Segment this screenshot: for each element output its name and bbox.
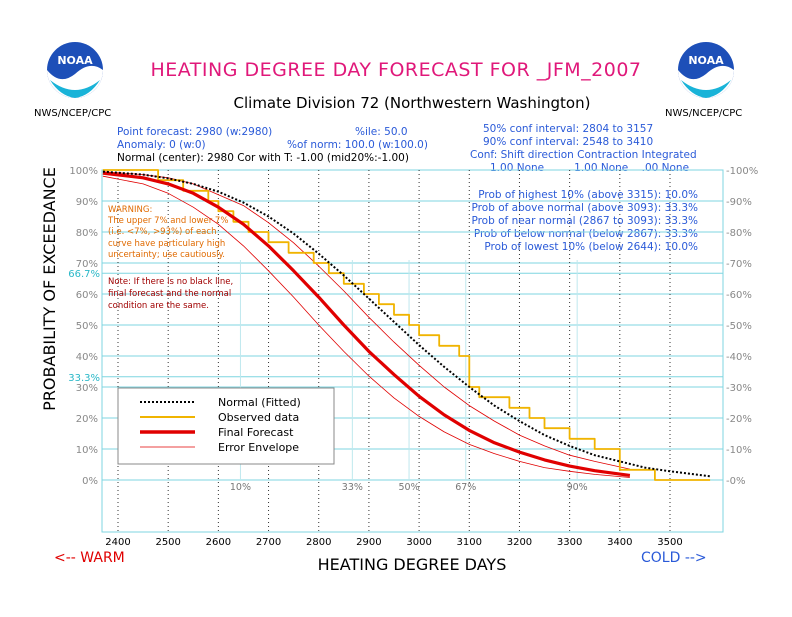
y-tick-label-right: -0% [726, 476, 745, 487]
x-axis-title: HEATING DEGREE DAYS [318, 555, 507, 574]
tercile-label: 33.3% [68, 373, 100, 384]
percentile-text: %ile: 50.0 [355, 126, 408, 138]
y-axis-title: PROBABILITY OF EXCEEDANCE [40, 167, 59, 411]
y-tick-label-left: 70% [76, 259, 98, 270]
x-tick-label: 3400 [607, 537, 632, 548]
warm-direction: <-- WARM [54, 550, 125, 566]
warning-line-4: uncertainty; use cautiously. [108, 250, 225, 260]
x-tick-label: 3300 [557, 537, 582, 548]
y-tick-label-right: -30% [726, 383, 752, 394]
y-tick-label-left: 90% [76, 197, 98, 208]
x-tick-label: 2600 [206, 537, 231, 548]
x-tick-label: 3100 [457, 537, 482, 548]
x-tick-label: 3000 [406, 537, 431, 548]
legend-label-normal: Normal (Fitted) [218, 396, 301, 409]
legend-label-forecast: Final Forecast [218, 426, 294, 439]
legend-label-envelope: Error Envelope [218, 441, 299, 454]
prob-lowest: Prob of lowest 10% (below 2644): 10.0% [484, 241, 698, 253]
agency-right: NWS/NCEP/CPC [665, 108, 742, 119]
warning-line-1: The upper 7% and lower 7% [107, 216, 228, 226]
y-tick-label-left: 60% [76, 290, 98, 301]
y-tick-label-right: -50% [726, 321, 752, 332]
tercile-label: 66.7% [68, 269, 100, 280]
x-tick-label: 2900 [356, 537, 381, 548]
y-tick-label-right: -80% [726, 228, 752, 239]
prob-near: Prob of near normal (2867 to 3093): 33.3… [471, 215, 698, 227]
prob-highest: Prob of highest 10% (above 3315): 10.0% [478, 189, 698, 201]
cold-direction: COLD --> [641, 550, 707, 566]
y-tick-label-right: -40% [726, 352, 752, 363]
note-line-2: condition are the same. [108, 301, 209, 311]
noaa-logo-right: NOAA [678, 42, 734, 98]
y-tick-label-right: -60% [726, 290, 752, 301]
conf50-text: 50% conf interval: 2804 to 3157 [483, 123, 653, 135]
y-tick-label-left: 80% [76, 228, 98, 239]
logo-right-text: NOAA [688, 54, 724, 67]
chart-subtitle: Climate Division 72 (Northwestern Washin… [234, 94, 591, 112]
y-tick-label-right: -10% [726, 445, 752, 456]
agency-left: NWS/NCEP/CPC [34, 108, 111, 119]
percentile-marker-label: 50% [398, 482, 419, 493]
percentile-marker-label: 10% [230, 482, 251, 493]
prob-below: Prob of below normal (below 2867): 33.3% [474, 228, 698, 240]
normal-fitted-line [102, 170, 711, 478]
legend-label-observed: Observed data [218, 411, 299, 424]
y-tick-label-right: -70% [726, 259, 752, 270]
x-tick-label: 2500 [155, 537, 180, 548]
y-tick-label-right: -20% [726, 414, 752, 425]
y-tick-label-right: -100% [726, 166, 758, 177]
warning-line-0: WARNING: [108, 205, 152, 215]
warning-line-3: curve have particulary high [108, 239, 225, 249]
y-tick-label-right: -90% [726, 197, 752, 208]
logo-left-text: NOAA [57, 54, 93, 67]
pct-norm-text: %of norm: 100.0 (w:100.0) [287, 139, 428, 151]
y-tick-label-left: 100% [69, 166, 98, 177]
prob-above: Prob of above normal (above 3093): 33.3% [472, 202, 698, 214]
note-line-1: final forecast and the normal [108, 289, 231, 299]
y-tick-label-left: 20% [76, 414, 98, 425]
y-tick-label-left: 0% [82, 476, 98, 487]
final-forecast-line [102, 171, 631, 477]
y-tick-label-left: 30% [76, 383, 98, 394]
point-forecast: Point forecast: 2980 (w:2980) [117, 126, 272, 138]
y-tick-label-left: 50% [76, 321, 98, 332]
percentile-marker-label: 67% [455, 482, 476, 493]
x-tick-label: 2800 [306, 537, 331, 548]
x-tick-label: 3200 [507, 537, 532, 548]
legend-box [117, 387, 335, 465]
x-tick-label: 2700 [256, 537, 281, 548]
x-tick-label: 2400 [105, 537, 130, 548]
chart-title: HEATING DEGREE DAY FORECAST FOR _JFM_200… [150, 59, 641, 81]
x-tick-label: 3500 [657, 537, 682, 548]
conf-header: Conf: Shift direction Contraction Integr… [470, 149, 697, 161]
error-envelope-lower-line [102, 175, 630, 478]
y-tick-label-left: 40% [76, 352, 98, 363]
y-tick-label-left: 10% [76, 445, 98, 456]
conf-values: 1.00 None 1.00 None .00 None [490, 162, 689, 174]
legend: Normal (Fitted) Observed data Final Fore… [117, 387, 335, 465]
note-line-0: Note: If there is no black line, [108, 277, 233, 287]
anomaly-text: Anomaly: 0 (w:0) [117, 139, 206, 151]
observed-data-line [102, 169, 711, 481]
normal-center-text: Normal (center): 2980 Cor with T: -1.00 … [117, 152, 409, 164]
percentile-marker-label: 33% [342, 482, 363, 493]
warning-line-2: (i.e. <7%, >93%) of each [108, 227, 216, 237]
noaa-logo-left: NOAA [47, 42, 103, 98]
conf90-text: 90% conf interval: 2548 to 3410 [483, 136, 653, 148]
percentile-marker-label: 90% [567, 482, 588, 493]
